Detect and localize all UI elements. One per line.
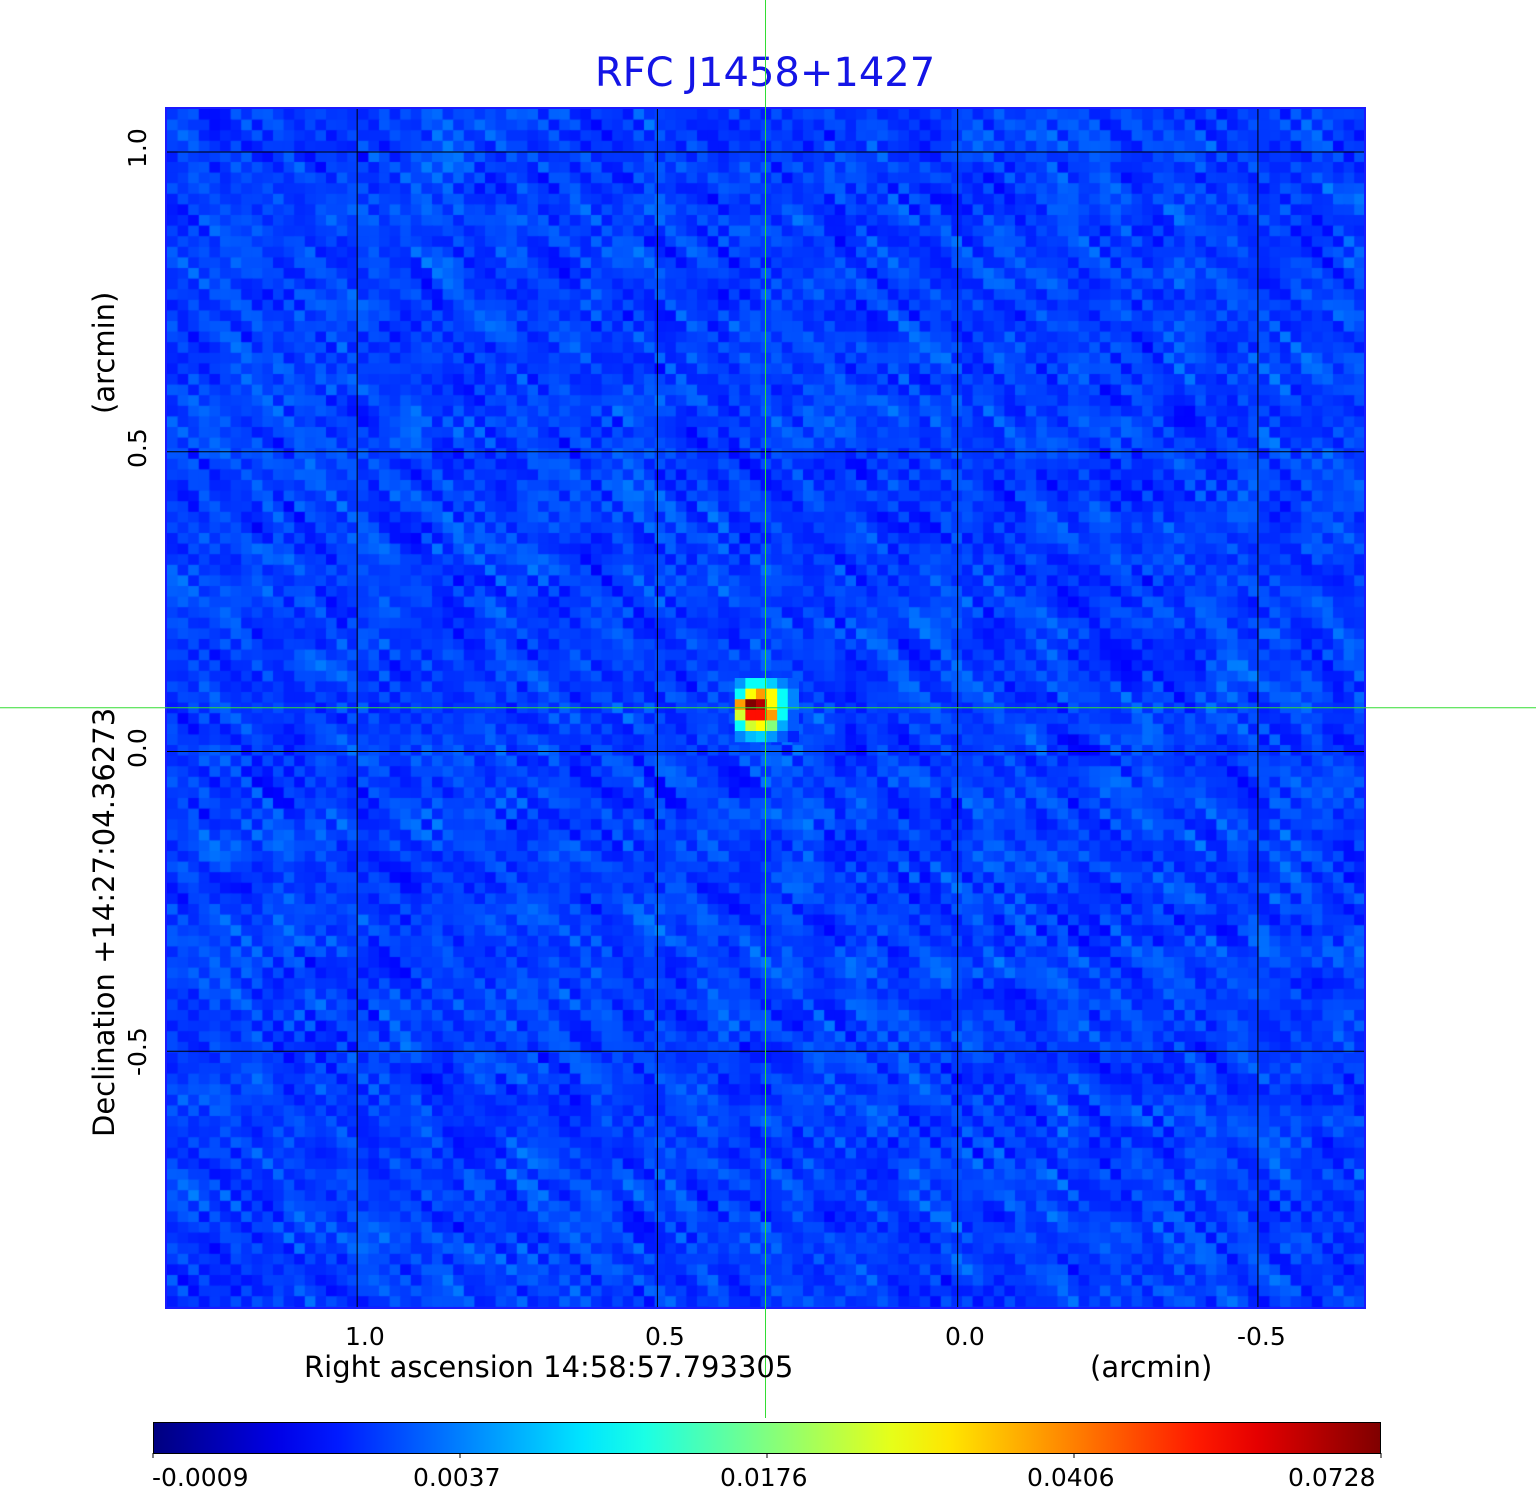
y-tick-label: 1.0 [123, 128, 152, 168]
source-pixel [777, 709, 789, 722]
source-pixel [745, 678, 757, 690]
colorbar-tick-label: -0.0009 [152, 1463, 249, 1492]
source-pixel [745, 709, 757, 722]
colorbar-tick-label: 0.0037 [413, 1463, 501, 1492]
source-pixel [734, 699, 746, 711]
source-pixel [755, 688, 768, 700]
source-pixel [755, 678, 768, 690]
source-pixel [734, 678, 746, 690]
source-pixel [755, 731, 768, 743]
y-tick-label: -0.5 [123, 1027, 152, 1076]
x-tick-label: 0.5 [645, 1322, 685, 1351]
source-pixel [734, 720, 746, 732]
source-pixel [734, 731, 746, 743]
source-pixel [766, 731, 778, 743]
source-pixel [777, 678, 789, 690]
x-tick-label: 0.0 [945, 1322, 985, 1351]
source-pixel [755, 709, 768, 722]
colorbar-tick-label: 0.0176 [720, 1463, 808, 1492]
source-pixel [766, 699, 778, 711]
colorbar-tick-label: 0.0406 [1027, 1463, 1115, 1492]
x-tick-label: -0.5 [1237, 1322, 1286, 1351]
source-pixel [745, 699, 757, 711]
source-pixel [787, 731, 799, 743]
y-axis-label: Declination +14:27:04.36273 [87, 707, 121, 1137]
source-pixel [766, 678, 778, 690]
source-pixel [787, 678, 799, 690]
source-pixel [755, 699, 768, 711]
source-pixel [787, 688, 799, 700]
x-axis-label: Right ascension 14:58:57.793305 [304, 1350, 794, 1384]
source-pixel [734, 709, 746, 722]
source-pixel [766, 720, 778, 732]
source-pixel [755, 720, 768, 732]
y-tick-label: 0.0 [123, 728, 152, 768]
x-axis-unit: (arcmin) [1090, 1350, 1213, 1384]
chart-title: RFC J1458+1427 [594, 50, 936, 96]
source-pixel [745, 688, 757, 700]
colorbar-tick-label: 0.0728 [1288, 1463, 1376, 1492]
y-tick-label: 0.5 [123, 428, 152, 468]
source-pixel [787, 709, 799, 722]
source-pixel [745, 731, 757, 743]
x-tick-label: 1.0 [345, 1322, 385, 1351]
source-pixel [745, 720, 757, 732]
source-pixel [777, 688, 789, 700]
source-pixel [766, 688, 778, 700]
source-pixel [787, 720, 799, 732]
colorbar [153, 1422, 1381, 1454]
source-pixel [777, 731, 789, 743]
source-pixel [787, 699, 799, 711]
source-pixel [766, 709, 778, 722]
source-pixel [734, 688, 746, 700]
y-axis-unit: (arcmin) [87, 291, 121, 414]
source-pixel [777, 699, 789, 711]
source-pixel [777, 720, 789, 732]
